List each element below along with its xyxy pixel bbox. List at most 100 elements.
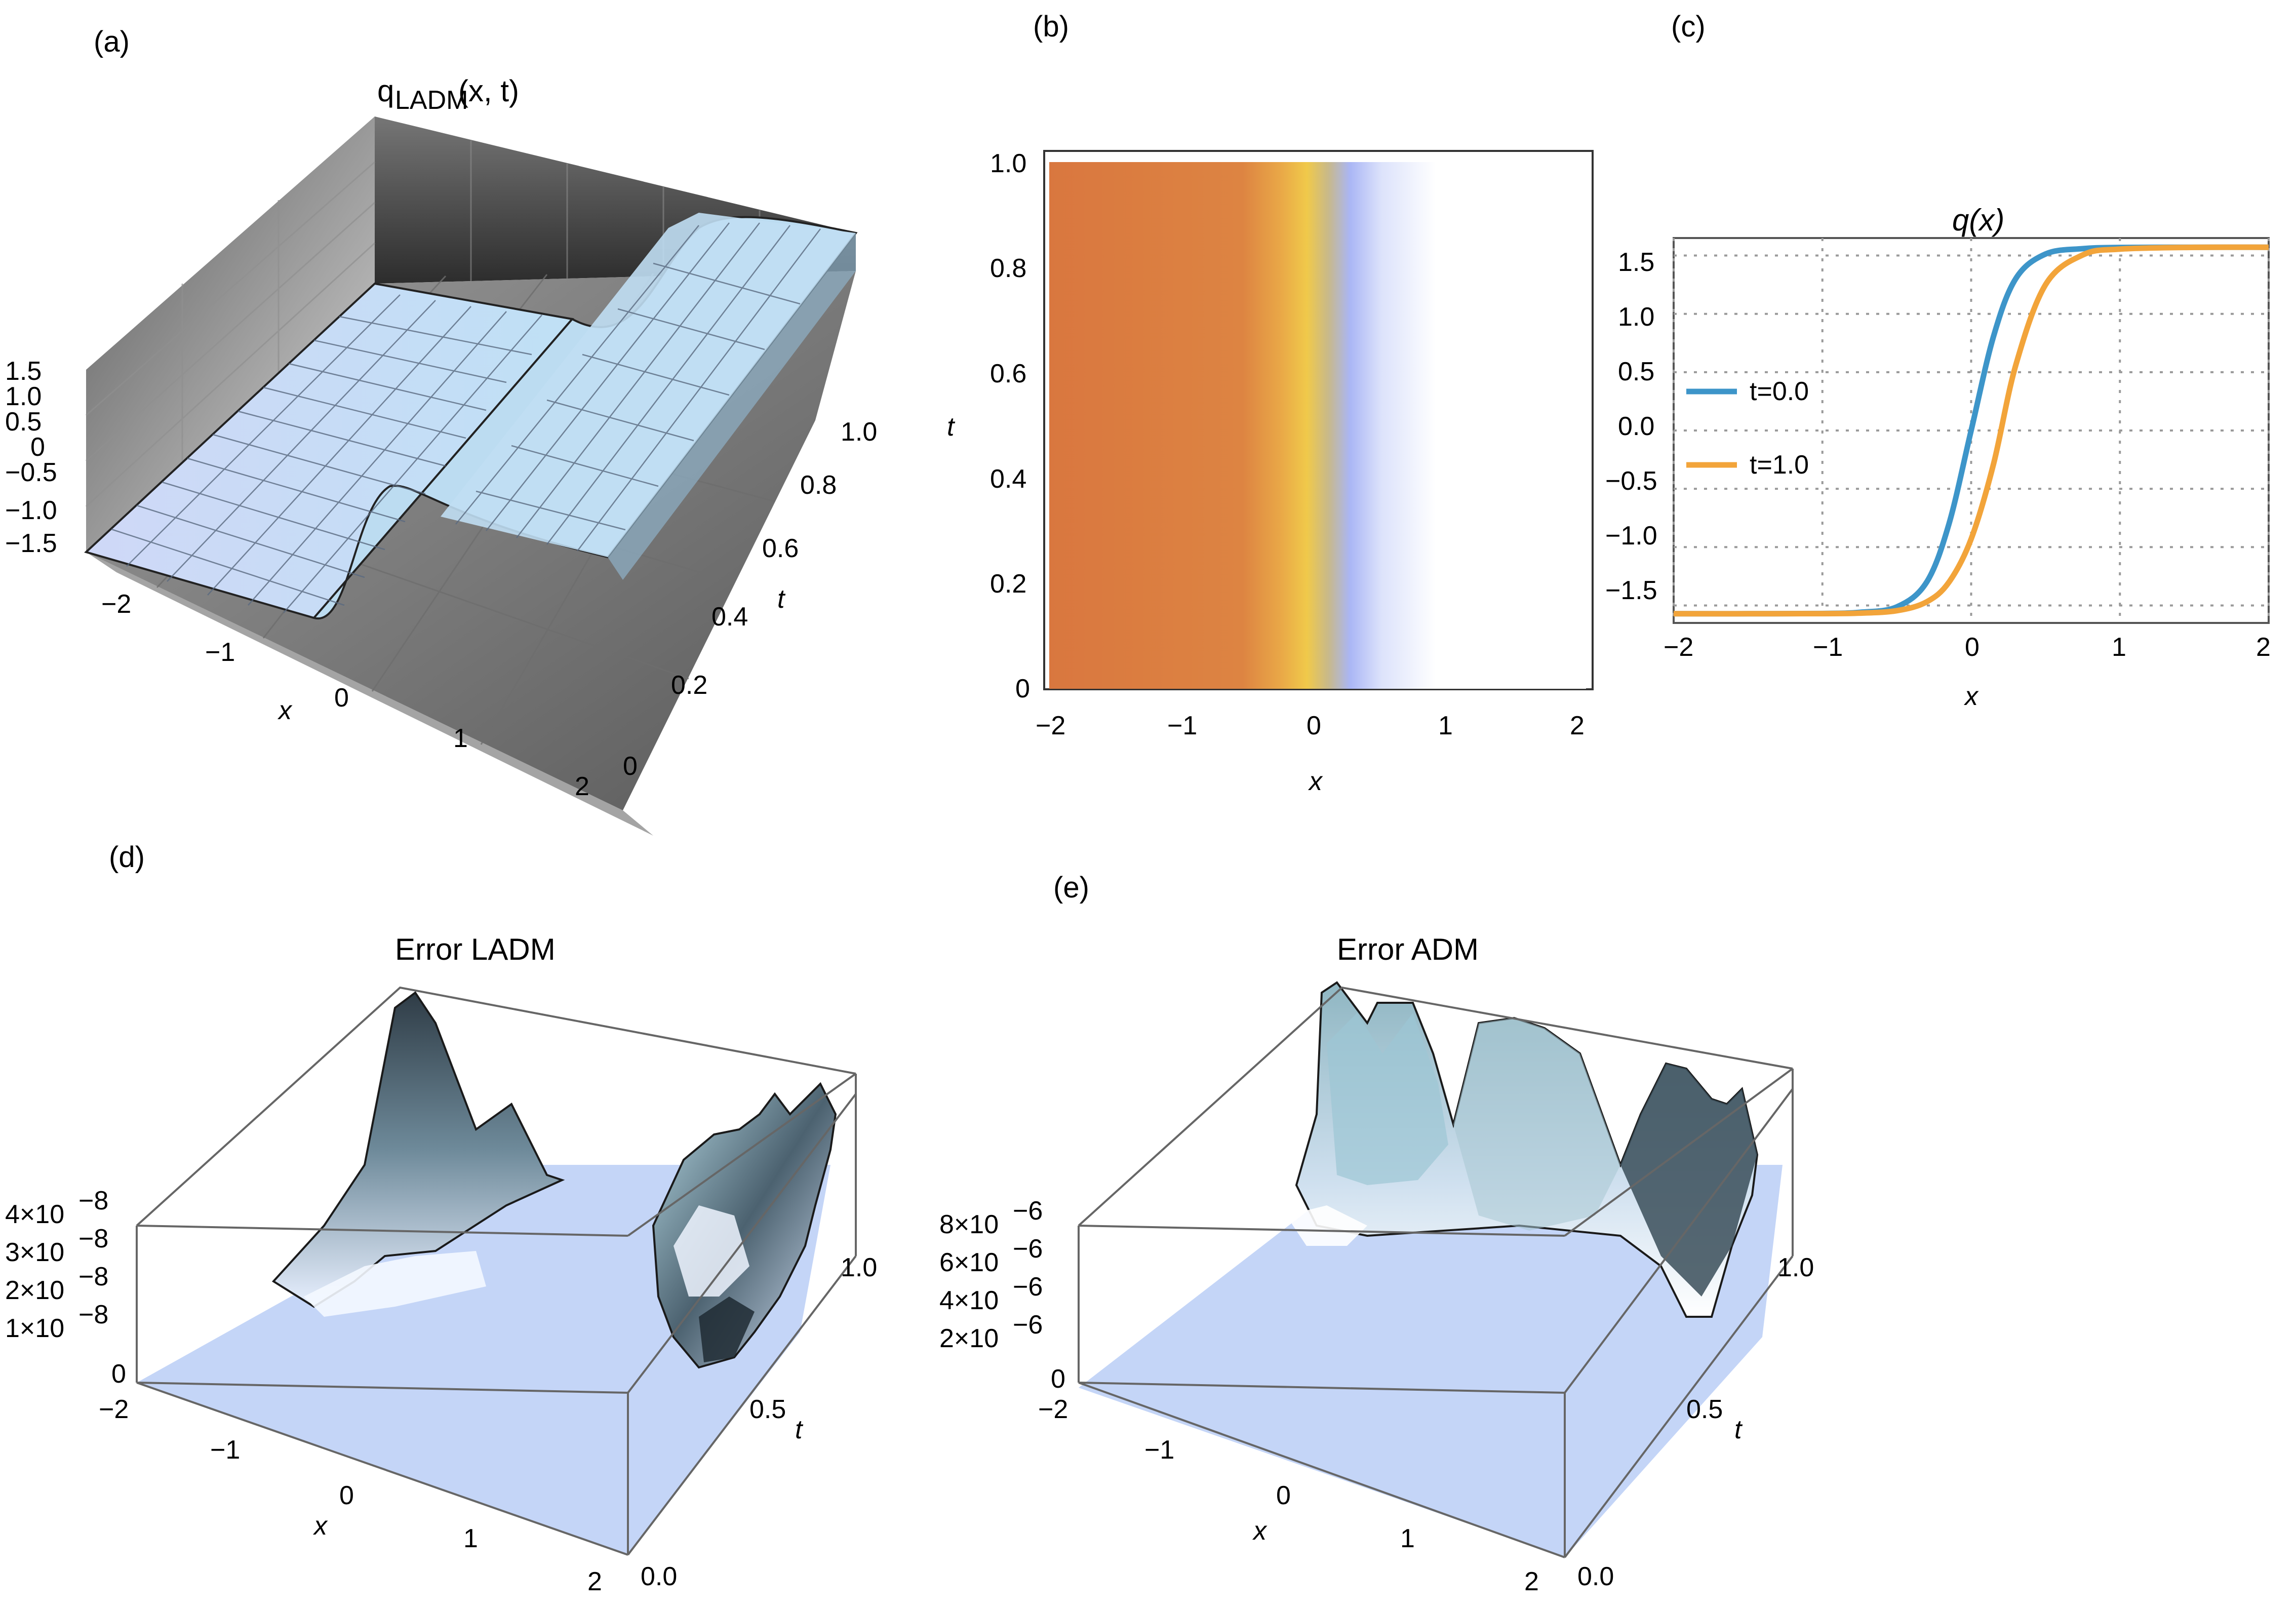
panel-a-ttick: 0 <box>623 752 638 781</box>
panel-c-ytick: −1.0 <box>1605 521 1657 551</box>
panel-e-x-ticks: −2 −1 0 1 2 <box>1038 1395 1539 1596</box>
panel-b-xlabel: x <box>1308 767 1323 796</box>
panel-d: (d) Error LADM 4×10 3×10 2×10 <box>5 841 877 1596</box>
panel-e-zexp: −6 <box>1013 1196 1043 1226</box>
panel-a-ttick: 0.4 <box>711 602 748 632</box>
panel-d-ztick: 2×10 <box>5 1276 64 1305</box>
panel-d-box <box>136 986 857 1556</box>
panel-d-ttick: 0.0 <box>641 1562 677 1591</box>
panel-d-ttick: 0.5 <box>749 1395 786 1424</box>
panel-b-ytick: 0.4 <box>990 464 1026 494</box>
panel-e-ztick: 2×10 <box>939 1324 999 1353</box>
panel-a-title-sub: LADM <box>395 86 468 115</box>
panel-d-t-ticks: 0.0 0.5 1.0 <box>641 1253 877 1591</box>
panel-b-ytick: 0.2 <box>990 569 1026 599</box>
panel-d-zexp: −8 <box>78 1262 108 1291</box>
panel-e-ztick: 4×10 <box>939 1286 999 1315</box>
panel-a-ztick: 0.5 <box>5 407 42 437</box>
panel-a-xtick: 1 <box>453 724 468 753</box>
panel-e-zexp: −6 <box>1013 1234 1043 1264</box>
panel-a-ttick: 0.6 <box>762 534 799 563</box>
panel-a-ztick: 1.5 <box>5 357 42 386</box>
panel-e-ttick: 0.5 <box>1686 1395 1723 1424</box>
panel-a: (a) <box>5 25 877 836</box>
panel-c-ytick: 0.0 <box>1618 412 1654 441</box>
panel-d-label: (d) <box>109 841 145 874</box>
panel-c-ytick: 1.5 <box>1618 248 1654 277</box>
panel-c-xlabel: x <box>1963 682 1979 711</box>
panel-a-ttick: 0.8 <box>800 470 837 500</box>
panel-e-xtick: −2 <box>1038 1395 1068 1424</box>
panel-e-zexp: −6 <box>1013 1310 1043 1340</box>
panel-a-xtick: 2 <box>575 772 589 801</box>
panel-b-ylabel: t <box>947 412 956 442</box>
panel-e-xtick: 0 <box>1276 1481 1291 1510</box>
panel-a-ztick: −0.5 <box>5 458 57 487</box>
panel-a-ztick: −1.5 <box>5 529 57 558</box>
panel-a-ttick: 0.2 <box>671 671 707 700</box>
panel-e-xtick: 1 <box>1400 1524 1415 1553</box>
panel-c-series-line-t1 <box>1673 244 2269 617</box>
panel-c-ytick: 0.5 <box>1618 357 1654 386</box>
panel-d-tlabel: t <box>795 1415 804 1444</box>
panel-e-ztick: 0 <box>1051 1364 1065 1394</box>
panel-b-xtick: −1 <box>1167 711 1197 740</box>
panel-e-label: (e) <box>1053 871 1089 904</box>
panel-b: (b) 1.0 0.8 0.6 0.4 0.2 0 t −2 −1 0 1 2 … <box>947 10 1594 796</box>
panel-a-label: (a) <box>94 25 130 58</box>
panel-c-xtick: 1 <box>2112 633 2126 662</box>
panel-b-xtick: −2 <box>1036 711 1065 740</box>
panel-b-ytick: 0 <box>1015 674 1030 703</box>
panel-b-xtick: 2 <box>1570 711 1585 740</box>
panel-d-ztick: 4×10 <box>5 1200 64 1229</box>
panel-c-title: q(x) <box>1952 203 2004 237</box>
panel-c-xtick: −2 <box>1664 633 1693 662</box>
panel-a-tlabel: t <box>777 584 786 614</box>
panel-a-xtick: −2 <box>101 590 131 619</box>
panel-e: (e) Error ADM 8×10 6×10 4×10 2×10 0 − <box>939 871 1814 1596</box>
panel-d-zexp: −8 <box>78 1186 108 1215</box>
panel-e-tlabel: t <box>1734 1415 1743 1444</box>
panel-a-title-main: q <box>377 74 394 108</box>
panel-c-ytick: 1.0 <box>1618 302 1654 332</box>
panel-e-ztick: 8×10 <box>939 1210 999 1239</box>
panel-e-xtick: −1 <box>1144 1435 1174 1465</box>
panel-d-xtick: 0 <box>339 1481 354 1510</box>
panel-d-xtick: 2 <box>587 1567 602 1596</box>
panel-e-xlabel: x <box>1252 1516 1268 1546</box>
panel-a-ztick: 0 <box>30 433 45 462</box>
panel-c-label: (c) <box>1671 10 1706 43</box>
panel-b-label: (b) <box>1033 10 1069 43</box>
panel-d-title: Error LADM <box>395 932 556 966</box>
panel-d-xtick: −1 <box>210 1435 240 1465</box>
panel-d-ztick: 0 <box>111 1359 126 1389</box>
panel-b-ytick: 1.0 <box>990 149 1026 178</box>
panel-c-series-line-t0 <box>1673 244 2269 617</box>
panel-c-lines <box>1673 244 2269 617</box>
panel-b-x-ticks: −2 −1 0 1 2 <box>1036 711 1585 740</box>
panel-b-y-ticks: 1.0 0.8 0.6 0.4 0.2 0 <box>990 149 1030 703</box>
panel-c-x-ticks: −2 −1 0 1 2 <box>1664 633 2271 662</box>
panel-a-ztick: 1.0 <box>5 382 42 411</box>
panel-c-y-ticks: 1.5 1.0 0.5 0.0 −0.5 −1.0 −1.5 <box>1605 248 1657 605</box>
panel-a-z-ticks: 1.5 1.0 0.5 0 −0.5 −1.0 −1.5 <box>5 357 57 558</box>
panel-d-xtick: −2 <box>99 1395 129 1424</box>
panel-e-xtick: 2 <box>1524 1567 1539 1596</box>
panel-a-ttick: 1.0 <box>841 417 877 447</box>
panel-a-xtick: −1 <box>205 638 235 667</box>
panel-e-title: Error ADM <box>1337 932 1479 966</box>
panel-e-z-ticks: 8×10 6×10 4×10 2×10 0 −6 −6 −6 −6 <box>939 1196 1065 1394</box>
panel-d-x-ticks: −2 −1 0 1 2 <box>99 1395 602 1596</box>
panel-a-x-ticks: −2 −1 0 1 2 <box>101 590 589 801</box>
panel-c-ytick: −1.5 <box>1605 576 1657 605</box>
panel-b-ytick: 0.6 <box>990 359 1026 388</box>
panel-d-ztick: 1×10 <box>5 1314 64 1343</box>
panel-b-ytick: 0.8 <box>990 254 1026 283</box>
panel-b-xtick: 1 <box>1438 711 1453 740</box>
panel-a-xlabel: x <box>277 696 293 725</box>
panel-d-xtick: 1 <box>463 1524 478 1553</box>
panel-d-ztick: 3×10 <box>5 1238 64 1267</box>
panel-d-zexp: −8 <box>78 1300 108 1329</box>
legend-label-t1: t=1.0 <box>1750 450 1809 480</box>
panel-a-ztick: −1.0 <box>5 496 57 525</box>
